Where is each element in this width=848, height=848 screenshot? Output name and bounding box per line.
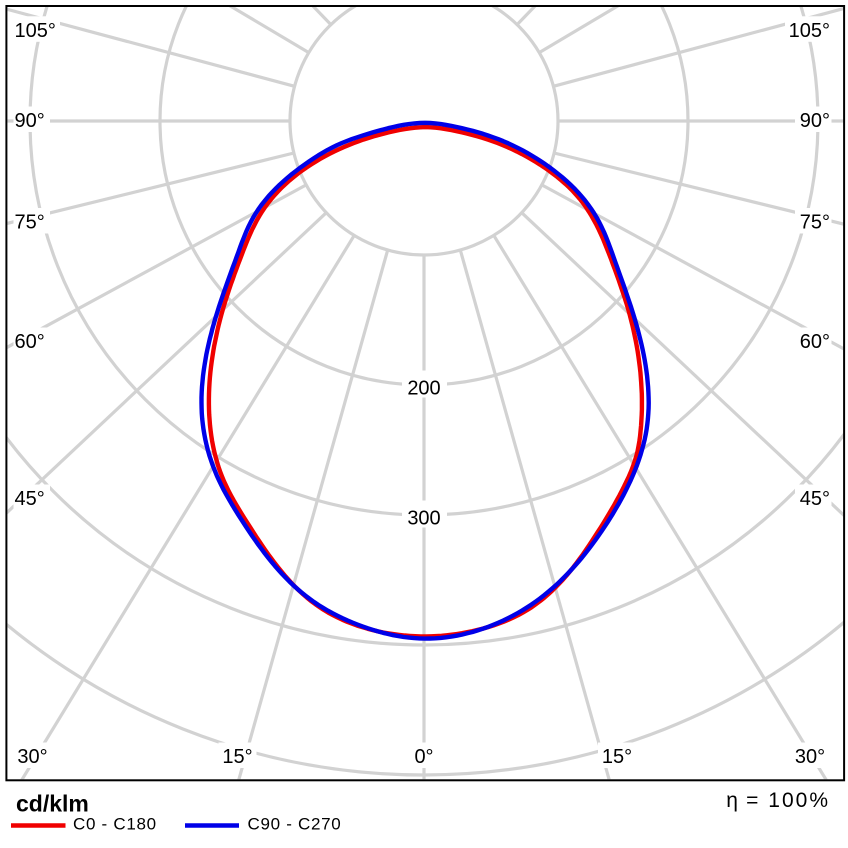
svg-text:η = 100%: η = 100% — [726, 789, 830, 812]
svg-text:60°: 60° — [15, 331, 45, 353]
svg-text:60°: 60° — [800, 331, 830, 353]
svg-text:90°: 90° — [15, 110, 45, 132]
svg-text:105°: 105° — [789, 20, 830, 42]
svg-text:C0 - C180: C0 - C180 — [73, 815, 157, 834]
svg-text:0°: 0° — [414, 746, 433, 768]
svg-text:C90 - C270: C90 - C270 — [248, 815, 342, 834]
svg-text:30°: 30° — [795, 746, 825, 768]
svg-text:45°: 45° — [800, 488, 830, 510]
svg-text:30°: 30° — [17, 746, 47, 768]
svg-text:90°: 90° — [800, 110, 830, 132]
svg-text:75°: 75° — [15, 212, 45, 234]
svg-text:75°: 75° — [800, 212, 830, 234]
svg-text:105°: 105° — [15, 20, 56, 42]
svg-text:200: 200 — [407, 378, 440, 400]
svg-text:cd/klm: cd/klm — [16, 791, 89, 817]
svg-text:15°: 15° — [602, 746, 632, 768]
svg-text:15°: 15° — [222, 746, 252, 768]
svg-text:45°: 45° — [15, 488, 45, 510]
svg-text:300: 300 — [407, 508, 440, 530]
